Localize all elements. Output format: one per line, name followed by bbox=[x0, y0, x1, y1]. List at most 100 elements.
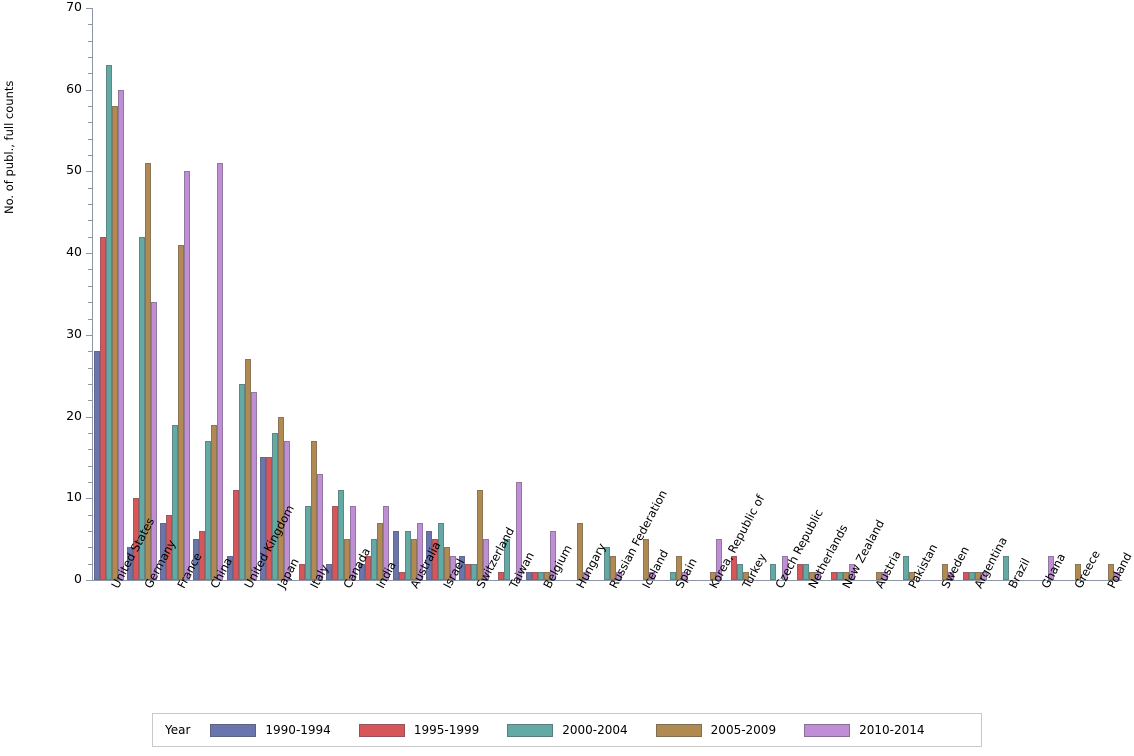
bar bbox=[848, 563, 855, 580]
bar-group bbox=[658, 8, 689, 580]
bar bbox=[670, 571, 677, 580]
bar bbox=[736, 563, 743, 580]
y-axis-minor-tick bbox=[88, 383, 93, 385]
bar bbox=[815, 571, 822, 580]
legend-item[interactable]: 2000-2004 bbox=[507, 723, 628, 737]
y-axis-line bbox=[92, 8, 93, 580]
y-axis-tick-label: 10 bbox=[66, 489, 82, 505]
bar-group-bars bbox=[326, 8, 357, 580]
y-axis-minor-tick bbox=[88, 155, 93, 157]
bar bbox=[842, 571, 849, 580]
bar bbox=[259, 457, 266, 580]
y-axis-minor-tick bbox=[88, 367, 93, 369]
bar bbox=[144, 163, 151, 580]
bar bbox=[903, 555, 910, 580]
y-axis-minor-tick bbox=[88, 40, 93, 42]
y-axis-minor-tick bbox=[88, 106, 93, 108]
bar-group-bars bbox=[692, 8, 722, 580]
bar bbox=[498, 571, 505, 580]
bar-group bbox=[459, 8, 490, 580]
legend-item[interactable]: 1995-1999 bbox=[358, 723, 479, 737]
bar bbox=[1075, 563, 1082, 580]
legend-item[interactable]: 1990-1994 bbox=[210, 723, 331, 737]
bar bbox=[166, 514, 173, 580]
y-axis-tick-label: 0 bbox=[74, 571, 82, 586]
bar bbox=[830, 571, 837, 580]
bar bbox=[969, 571, 976, 580]
y-axis-minor-tick bbox=[88, 285, 93, 287]
bar-group-bars bbox=[425, 8, 456, 580]
bar-group bbox=[592, 8, 622, 580]
bar-group bbox=[359, 8, 390, 580]
bar-group bbox=[791, 8, 822, 580]
bar bbox=[377, 522, 384, 580]
bar bbox=[217, 163, 224, 580]
bar bbox=[150, 302, 157, 580]
y-axis-minor-tick bbox=[88, 187, 93, 189]
y-axis-tick-label: 30 bbox=[66, 325, 82, 341]
bar bbox=[172, 424, 179, 580]
bar bbox=[449, 555, 456, 580]
bar bbox=[682, 571, 689, 580]
bar-group bbox=[93, 8, 124, 580]
bar bbox=[549, 530, 556, 580]
bar bbox=[1047, 555, 1054, 580]
legend-label: 2010-2014 bbox=[859, 723, 925, 737]
bar bbox=[709, 571, 716, 580]
y-axis-minor-tick bbox=[88, 432, 93, 434]
bar bbox=[404, 530, 411, 580]
y-axis-tick-label: 70 bbox=[66, 0, 82, 14]
bar-group-bars bbox=[791, 8, 822, 580]
bar-group bbox=[924, 8, 955, 580]
bar-group-bars bbox=[758, 8, 789, 580]
bar bbox=[316, 473, 323, 580]
bar-group-bars bbox=[459, 8, 490, 580]
bar bbox=[398, 571, 405, 580]
bar bbox=[178, 244, 185, 580]
y-axis-minor-tick bbox=[88, 351, 93, 353]
y-axis-major-tick bbox=[86, 171, 93, 173]
bar bbox=[604, 547, 610, 580]
bar bbox=[359, 563, 366, 580]
bar bbox=[836, 571, 843, 580]
y-axis-minor-tick bbox=[88, 204, 93, 206]
bar bbox=[138, 236, 145, 580]
bar bbox=[111, 106, 118, 580]
bar bbox=[459, 555, 466, 580]
bar bbox=[531, 571, 538, 580]
bar bbox=[99, 236, 106, 580]
legend-item[interactable]: 2010-2014 bbox=[804, 723, 925, 737]
bar bbox=[160, 522, 167, 580]
bar-group bbox=[259, 8, 290, 580]
bar bbox=[676, 555, 683, 580]
bar-group bbox=[226, 8, 257, 580]
legend-label: 1990-1994 bbox=[265, 723, 331, 737]
legend-item[interactable]: 2005-2009 bbox=[655, 723, 776, 737]
bar bbox=[244, 359, 251, 580]
bar bbox=[1002, 555, 1009, 580]
y-axis-title: No. of publ., full counts bbox=[2, 80, 16, 214]
y-axis-minor-tick bbox=[88, 530, 93, 532]
y-axis-minor-tick bbox=[88, 73, 93, 75]
legend-swatch bbox=[210, 723, 257, 737]
bar-group-bars bbox=[592, 8, 622, 580]
bar bbox=[881, 571, 888, 580]
bar bbox=[205, 441, 212, 580]
bar-group-bars bbox=[924, 8, 955, 580]
bar bbox=[410, 539, 417, 580]
bar-group bbox=[293, 8, 323, 580]
bar-group bbox=[825, 8, 855, 580]
y-axis-major-tick bbox=[86, 580, 93, 581]
bar bbox=[537, 571, 544, 580]
y-axis-minor-tick bbox=[88, 318, 93, 320]
bar-group-bars bbox=[93, 8, 124, 580]
bar bbox=[416, 522, 423, 580]
bar-group-bars bbox=[193, 8, 224, 580]
bar-group-bars bbox=[957, 8, 988, 580]
bar bbox=[184, 171, 191, 580]
y-axis-major-tick bbox=[86, 89, 93, 91]
bar bbox=[782, 555, 789, 580]
bar bbox=[616, 571, 622, 580]
bar bbox=[193, 539, 200, 580]
bar bbox=[809, 571, 816, 580]
